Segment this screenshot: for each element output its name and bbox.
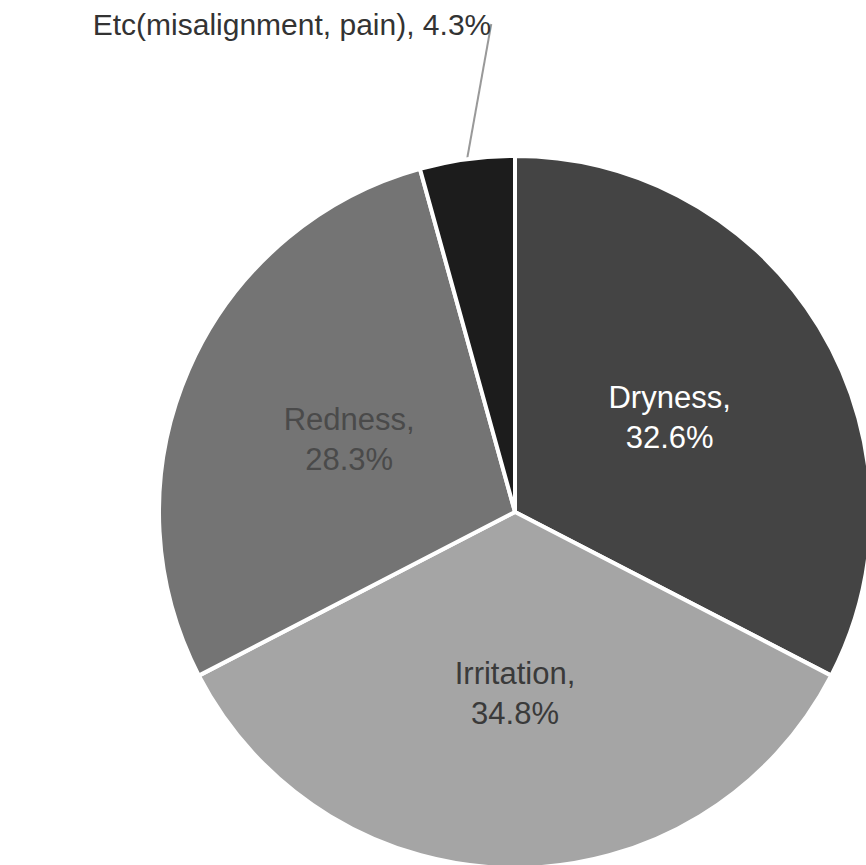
svg-text:34.8%: 34.8%: [471, 696, 559, 731]
svg-text:Etc(misalignment, pain), 4.3%: Etc(misalignment, pain), 4.3%: [93, 8, 492, 41]
svg-text:28.3%: 28.3%: [305, 442, 393, 477]
svg-text:Dryness,: Dryness,: [608, 380, 730, 415]
svg-text:32.6%: 32.6%: [626, 420, 714, 455]
svg-text:Irritation,: Irritation,: [455, 656, 576, 691]
svg-text:Redness,: Redness,: [284, 402, 415, 437]
